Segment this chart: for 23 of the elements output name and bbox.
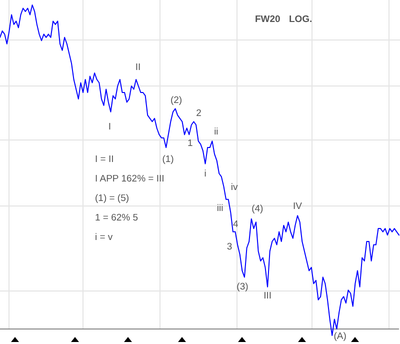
annotation: 1 xyxy=(187,138,193,150)
annotation: i xyxy=(204,168,206,180)
annotation: i = v xyxy=(95,232,113,243)
annotation: (2) xyxy=(170,95,182,106)
annotation: iv xyxy=(230,182,238,193)
annotation: (3) xyxy=(236,282,248,293)
annotation: IV xyxy=(293,201,303,212)
text: FW20 LOG. xyxy=(255,14,312,25)
annotation: (4) xyxy=(252,203,264,214)
annotation: I xyxy=(108,121,112,132)
annotation: 4 xyxy=(232,218,238,230)
annotation: I = II xyxy=(95,154,114,165)
annotation: (A) xyxy=(334,330,346,342)
annotation: 3 xyxy=(226,241,232,252)
annotation: iii xyxy=(216,202,224,214)
annotation: I APP 162% = III xyxy=(95,174,164,184)
annotation: 2 xyxy=(196,108,202,120)
annotation: 1 = 62% 5 xyxy=(95,212,138,224)
annotation: ii xyxy=(214,126,218,138)
annotation: II xyxy=(135,62,141,74)
annotation: (1) = (5) xyxy=(95,193,130,204)
annotation: III xyxy=(264,290,272,302)
annotation: (1) xyxy=(162,154,174,166)
